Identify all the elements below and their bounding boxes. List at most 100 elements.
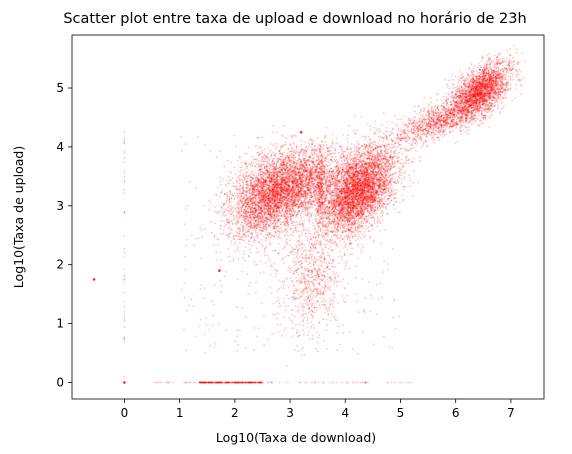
data-point bbox=[245, 225, 248, 228]
data-point bbox=[241, 166, 244, 168]
data-point bbox=[245, 212, 247, 215]
data-point bbox=[283, 182, 285, 184]
data-point bbox=[261, 201, 264, 203]
data-point bbox=[235, 230, 238, 233]
data-point bbox=[291, 134, 294, 137]
data-point bbox=[271, 192, 274, 195]
data-point bbox=[279, 166, 281, 169]
data-point bbox=[298, 152, 301, 155]
data-point bbox=[277, 193, 280, 196]
data-point bbox=[270, 164, 272, 166]
data-point bbox=[272, 184, 275, 186]
data-point bbox=[280, 184, 283, 187]
data-point bbox=[226, 221, 229, 223]
data-point bbox=[253, 242, 255, 244]
data-point bbox=[247, 243, 250, 246]
data-point bbox=[292, 148, 295, 151]
data-point bbox=[273, 162, 276, 165]
data-point bbox=[245, 201, 248, 204]
data-point bbox=[217, 211, 220, 214]
data-point bbox=[241, 224, 244, 226]
data-point bbox=[243, 195, 245, 198]
data-point bbox=[301, 182, 304, 185]
data-point bbox=[228, 233, 230, 236]
data-point bbox=[277, 170, 280, 173]
data-point bbox=[268, 243, 271, 245]
data-point bbox=[269, 149, 272, 152]
data-point bbox=[255, 185, 257, 188]
data-point bbox=[265, 169, 268, 172]
data-point bbox=[300, 176, 302, 179]
data-point bbox=[237, 159, 239, 162]
data-point bbox=[268, 196, 271, 199]
data-point bbox=[269, 241, 272, 243]
data-point bbox=[232, 258, 235, 260]
data-point bbox=[265, 245, 267, 247]
data-point bbox=[295, 162, 298, 164]
data-point bbox=[253, 217, 256, 219]
data-point bbox=[283, 179, 286, 181]
data-point bbox=[274, 166, 276, 169]
data-point bbox=[273, 175, 276, 178]
data-point bbox=[283, 163, 285, 166]
data-point bbox=[278, 149, 281, 152]
data-point bbox=[261, 176, 264, 179]
data-point bbox=[246, 203, 249, 206]
data-point bbox=[255, 175, 257, 178]
data-point bbox=[268, 193, 271, 196]
data-point bbox=[261, 182, 264, 185]
data-point bbox=[245, 209, 248, 212]
data-point bbox=[279, 164, 282, 166]
data-point bbox=[309, 191, 311, 194]
data-point bbox=[290, 177, 293, 180]
data-point bbox=[229, 220, 232, 222]
data-point bbox=[259, 180, 262, 182]
data-point bbox=[247, 196, 250, 199]
data-point bbox=[265, 202, 268, 204]
data-point bbox=[231, 177, 234, 179]
data-point bbox=[240, 210, 243, 213]
data-point bbox=[238, 196, 241, 199]
data-point bbox=[308, 177, 311, 180]
data-point bbox=[275, 198, 277, 201]
data-point bbox=[240, 208, 243, 210]
data-point bbox=[223, 219, 225, 222]
data-point bbox=[283, 199, 286, 202]
data-point bbox=[261, 157, 264, 160]
data-point bbox=[254, 179, 257, 182]
data-point bbox=[293, 198, 296, 201]
data-point bbox=[269, 215, 272, 218]
data-point bbox=[310, 213, 313, 216]
data-point bbox=[254, 194, 257, 197]
data-point bbox=[295, 194, 298, 197]
data-point bbox=[298, 153, 301, 156]
data-point bbox=[278, 214, 280, 217]
data-point bbox=[248, 190, 250, 192]
data-point bbox=[271, 185, 274, 188]
data-point bbox=[298, 209, 301, 212]
data-point bbox=[264, 181, 267, 183]
data-point bbox=[268, 175, 271, 178]
data-point bbox=[274, 217, 276, 219]
data-point bbox=[293, 175, 296, 178]
data-point bbox=[233, 192, 236, 195]
data-point bbox=[307, 175, 309, 177]
data-point bbox=[295, 215, 298, 218]
data-point bbox=[256, 151, 259, 154]
data-point bbox=[302, 223, 305, 226]
data-point bbox=[257, 214, 260, 217]
data-point bbox=[257, 225, 260, 228]
data-point bbox=[275, 211, 278, 214]
data-point bbox=[244, 207, 247, 209]
data-point bbox=[289, 205, 292, 208]
data-point bbox=[264, 181, 267, 183]
data-point bbox=[302, 176, 305, 178]
data-point bbox=[272, 225, 275, 227]
data-point bbox=[264, 163, 267, 166]
data-point bbox=[265, 198, 268, 201]
data-point bbox=[334, 149, 337, 152]
data-point bbox=[250, 207, 253, 209]
data-point bbox=[263, 206, 265, 209]
data-point bbox=[285, 183, 287, 186]
data-point bbox=[287, 193, 289, 196]
